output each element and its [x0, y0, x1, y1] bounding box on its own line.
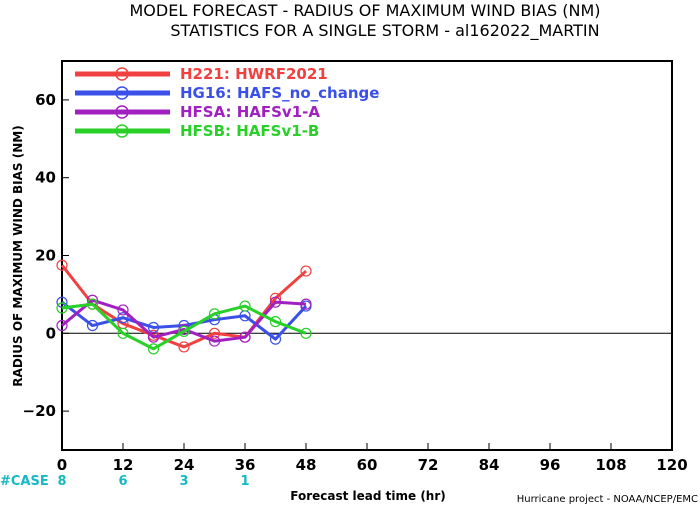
series-layer [56, 259, 312, 355]
y-tick-label: 60 [35, 91, 56, 109]
series-point [178, 341, 190, 353]
case-count: 6 [118, 474, 127, 489]
x-tick-label: 48 [296, 456, 317, 474]
series-point [147, 331, 160, 343]
credit-text: Hurricane project - NOAA/NCEP/EMC [517, 494, 698, 505]
case-counts: 8 6 3 1 [57, 474, 249, 489]
legend-marker [115, 124, 129, 138]
y-tick-label: 20 [35, 247, 56, 265]
x-tick-label: 0 [57, 456, 67, 474]
legend-item: H221: HWRF2021 [75, 65, 328, 83]
x-tick-label: 96 [540, 456, 561, 474]
series-3 [56, 298, 312, 355]
x-tick-label: 72 [418, 456, 439, 474]
y-tick-label: 40 [35, 169, 56, 187]
series-point [86, 319, 99, 332]
x-tick-label: 12 [113, 456, 134, 474]
x-tick-label: 60 [357, 456, 378, 474]
series-point [117, 327, 129, 339]
y-tick-label: −20 [23, 402, 56, 420]
series-line [61, 302, 307, 351]
legend-item: HFSB: HAFSv1-B [75, 122, 319, 140]
series-point [117, 312, 129, 324]
series-point [147, 343, 160, 355]
x-tick-label: 108 [595, 456, 626, 474]
series-point [208, 335, 221, 347]
legend-marker [115, 86, 129, 100]
legend-label: H221: HWRF2021 [180, 65, 328, 83]
legend-label: HG16: HAFS_no_change [180, 84, 379, 102]
legend-marker [115, 67, 129, 81]
series-point [208, 327, 221, 339]
series-point [239, 331, 251, 343]
series-point [300, 327, 312, 339]
series-point [56, 259, 68, 271]
series-point [300, 265, 312, 277]
chart-subtitle: STATISTICS FOR A SINGLE STORM - al162022… [170, 21, 599, 41]
series-point [239, 300, 251, 312]
series-line [61, 298, 307, 343]
series-point [56, 302, 68, 314]
legend-label: HFSB: HAFSv1-B [180, 122, 319, 140]
x-tick-label: 24 [174, 456, 195, 474]
series-2 [56, 294, 312, 347]
x-axis-label: Forecast lead time (hr) [290, 489, 446, 503]
series-line [61, 300, 308, 341]
y-axis: −20 0 20 40 60 [23, 91, 69, 420]
case-count: 3 [179, 474, 188, 489]
legend-label: HFSA: HAFSv1-A [180, 103, 320, 121]
case-label: #CASE [0, 474, 49, 489]
series-point [86, 298, 99, 310]
series-point [117, 304, 129, 316]
x-tick-label: 36 [235, 456, 256, 474]
series-point [269, 316, 282, 328]
legend-item: HG16: HAFS_no_change [75, 84, 379, 102]
series-point [269, 296, 282, 308]
x-tick-label: 84 [479, 456, 500, 474]
series-point [178, 325, 190, 337]
plot-frame [61, 60, 673, 451]
series-point [269, 333, 282, 345]
x-axis: 0 12 24 36 48 60 72 84 96 108 120 [57, 443, 688, 474]
case-count: 1 [240, 474, 249, 489]
series-point [56, 319, 68, 332]
x-tick-label: 120 [656, 456, 687, 474]
series-line [60, 264, 307, 349]
chart-title: MODEL FORECAST - RADIUS OF MAXIMUM WIND … [129, 1, 600, 20]
series-point [208, 308, 221, 320]
y-axis-label: RADIUS OF MAXIMUM WIND BIAS (NM) [11, 125, 25, 386]
series-point [300, 298, 312, 310]
legend-marker [115, 105, 129, 119]
legend-item: HFSA: HAFSv1-A [75, 103, 320, 121]
y-tick-label: 0 [46, 324, 56, 342]
case-count: 8 [57, 474, 66, 489]
